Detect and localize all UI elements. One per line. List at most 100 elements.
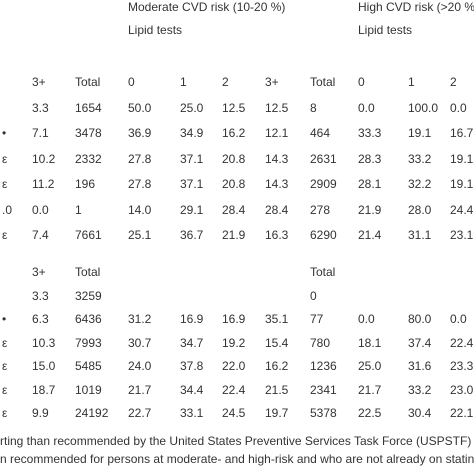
sub-header: Lipid tests [358,23,413,37]
table-cell: 77 [310,312,324,326]
table-cell: 5378 [310,406,337,420]
table-cell: 0.0 [358,312,375,326]
table-cell: 16.2 [265,359,289,373]
table-cell: 19.1 [408,126,432,140]
table-cell: 24.0 [128,359,152,373]
table-cell: 3+ [32,265,46,279]
table-cell: 7993 [75,335,102,350]
table-cell: 16.3 [265,228,289,242]
table-cell: 30.4 [408,406,432,420]
table-cell: 34.4 [180,382,204,397]
table-cell: 21.7 [358,382,382,397]
table-cell: 21.9 [358,202,382,217]
table-cell: 16.9 [180,312,204,326]
column-header: 2 [222,75,229,89]
table-cell: 0.0 [32,202,49,217]
table-cell: 31.6 [408,359,432,373]
table-cell: ε [2,359,8,373]
table-cell: 32.2 [408,177,432,191]
table-cell: 27.8 [128,177,152,191]
table-cell: 7.4 [32,228,49,242]
table-cell: 21.5 [265,382,289,397]
table-cell: 3.3 [32,100,49,115]
table-cell: 34.9 [180,126,204,140]
table-cell: 29.1 [180,202,204,217]
column-header: 2 [450,75,457,89]
column-header: 3+ [32,75,46,89]
table-cell: 278 [310,202,331,217]
table-cell: 16.2 [222,126,246,140]
table-cell: ε [2,335,8,350]
table-cell: 37.1 [180,177,204,191]
footnote: n recommended for persons at moderate- a… [0,452,474,466]
table-cell: 14.0 [128,202,152,217]
table-cell: 0.0 [358,100,375,115]
table-cell: 36.9 [128,126,152,140]
table-cell: 37.1 [180,151,204,166]
table-cell: 23.0 [450,382,474,397]
table-cell: 37.8 [180,359,204,373]
table-cell: 6290 [310,228,337,242]
table-cell: 33.1 [180,406,204,420]
group-header: Moderate CVD risk (10-20 %) [128,0,286,14]
table-cell: 464 [310,126,331,140]
table-cell: 35.1 [265,312,289,326]
table-cell: 19.1 [450,177,474,191]
table-cell: 28.4 [222,202,246,217]
table-cell: 25.0 [358,359,382,373]
table-cell: 22.4 [222,382,246,397]
table-cell: 23.1 [450,228,474,242]
table-cell: 6436 [75,312,102,326]
table-cell: 22.4 [450,335,474,350]
table-cell: 0.0 [450,100,467,115]
table-cell: 196 [75,177,96,191]
table-cell: 12.1 [265,126,289,140]
table-cell: 19.1 [450,151,474,166]
column-header: 0 [358,75,365,89]
table-cell: 22.7 [128,406,152,420]
table-cell: 1019 [75,382,102,397]
column-header: Total [310,75,336,89]
column-header: 0 [128,75,135,89]
table-cell: 15.4 [265,335,289,350]
table-cell: 22.1 [450,406,474,420]
table-cell: 0.0 [450,312,467,326]
table-cell: 19.2 [222,335,246,350]
table-cell: 12.5 [265,100,289,115]
footnote: rting than recommended by the United Sta… [0,434,474,448]
column-header: 3+ [265,75,279,89]
table-cell: 3259 [75,288,102,303]
table-cell: 28.4 [265,202,289,217]
table-cell: 20.8 [222,177,246,191]
table-cell: 27.8 [128,151,152,166]
table-cell: 34.7 [180,335,204,350]
table-cell: ε [2,151,8,166]
table-cell: 14.3 [265,151,289,166]
column-header: 1 [180,75,187,89]
table-cell: 16.7 [450,126,474,140]
table-cell: 24.5 [222,406,246,420]
table-cell: 28.0 [408,202,432,217]
table-cell: ε [2,406,8,420]
table-cell: ε [2,228,8,242]
group-header: High CVD risk (>20 % [358,0,474,14]
table-cell: 30.7 [128,335,152,350]
table-cell: 5485 [75,359,102,373]
table-cell: 9.9 [32,406,49,420]
table-cell: 33.2 [408,151,432,166]
table-cell: 24.4 [450,202,474,217]
table-cell: 0 [310,288,317,303]
table-cell: 14.3 [265,177,289,191]
table-cell: 28.3 [358,151,382,166]
table-cell: 12.5 [222,100,246,115]
table-cell: 25.1 [128,228,152,242]
table-cell: 1 [75,202,82,217]
table-cell: 21.9 [222,228,246,242]
table-cell: 1236 [310,359,337,373]
table-cell: 25.0 [180,100,204,115]
table-cell: 28.1 [358,177,382,191]
table-cell: 7.1 [32,126,49,140]
table-cell: 18.1 [358,335,382,350]
table-cell: 780 [310,335,331,350]
table-cell: 7661 [75,228,102,242]
